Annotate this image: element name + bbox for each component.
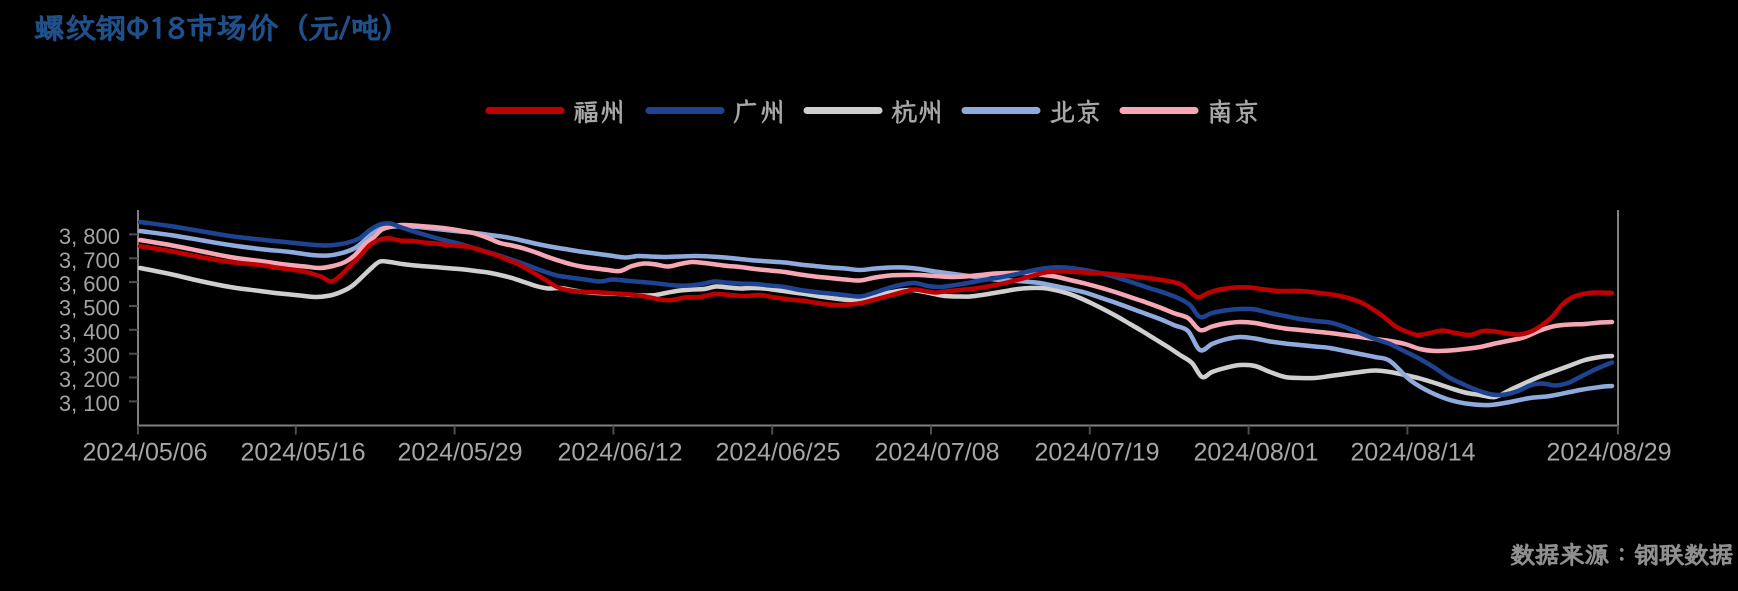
svg-text:2024/05/16: 2024/05/16 <box>240 439 365 467</box>
svg-text:2024/05/29: 2024/05/29 <box>397 439 522 467</box>
svg-text:2024/06/12: 2024/06/12 <box>557 439 682 467</box>
svg-text:3, 400: 3, 400 <box>59 319 120 344</box>
svg-text:2024/08/01: 2024/08/01 <box>1193 439 1318 467</box>
svg-text:3, 300: 3, 300 <box>59 343 120 368</box>
svg-text:2024/06/25: 2024/06/25 <box>715 439 840 467</box>
svg-text:2024/08/29: 2024/08/29 <box>1546 439 1671 467</box>
svg-text:3, 800: 3, 800 <box>59 224 120 249</box>
svg-text:3, 500: 3, 500 <box>59 296 120 321</box>
svg-text:2024/07/19: 2024/07/19 <box>1034 439 1159 467</box>
svg-text:2024/08/14: 2024/08/14 <box>1350 439 1475 467</box>
svg-text:2024/07/08: 2024/07/08 <box>874 439 999 467</box>
svg-text:3, 100: 3, 100 <box>59 391 120 416</box>
svg-text:3, 700: 3, 700 <box>59 248 120 273</box>
svg-text:2024/05/06: 2024/05/06 <box>82 439 207 467</box>
svg-text:3, 200: 3, 200 <box>59 367 120 392</box>
svg-text:3, 600: 3, 600 <box>59 272 120 297</box>
